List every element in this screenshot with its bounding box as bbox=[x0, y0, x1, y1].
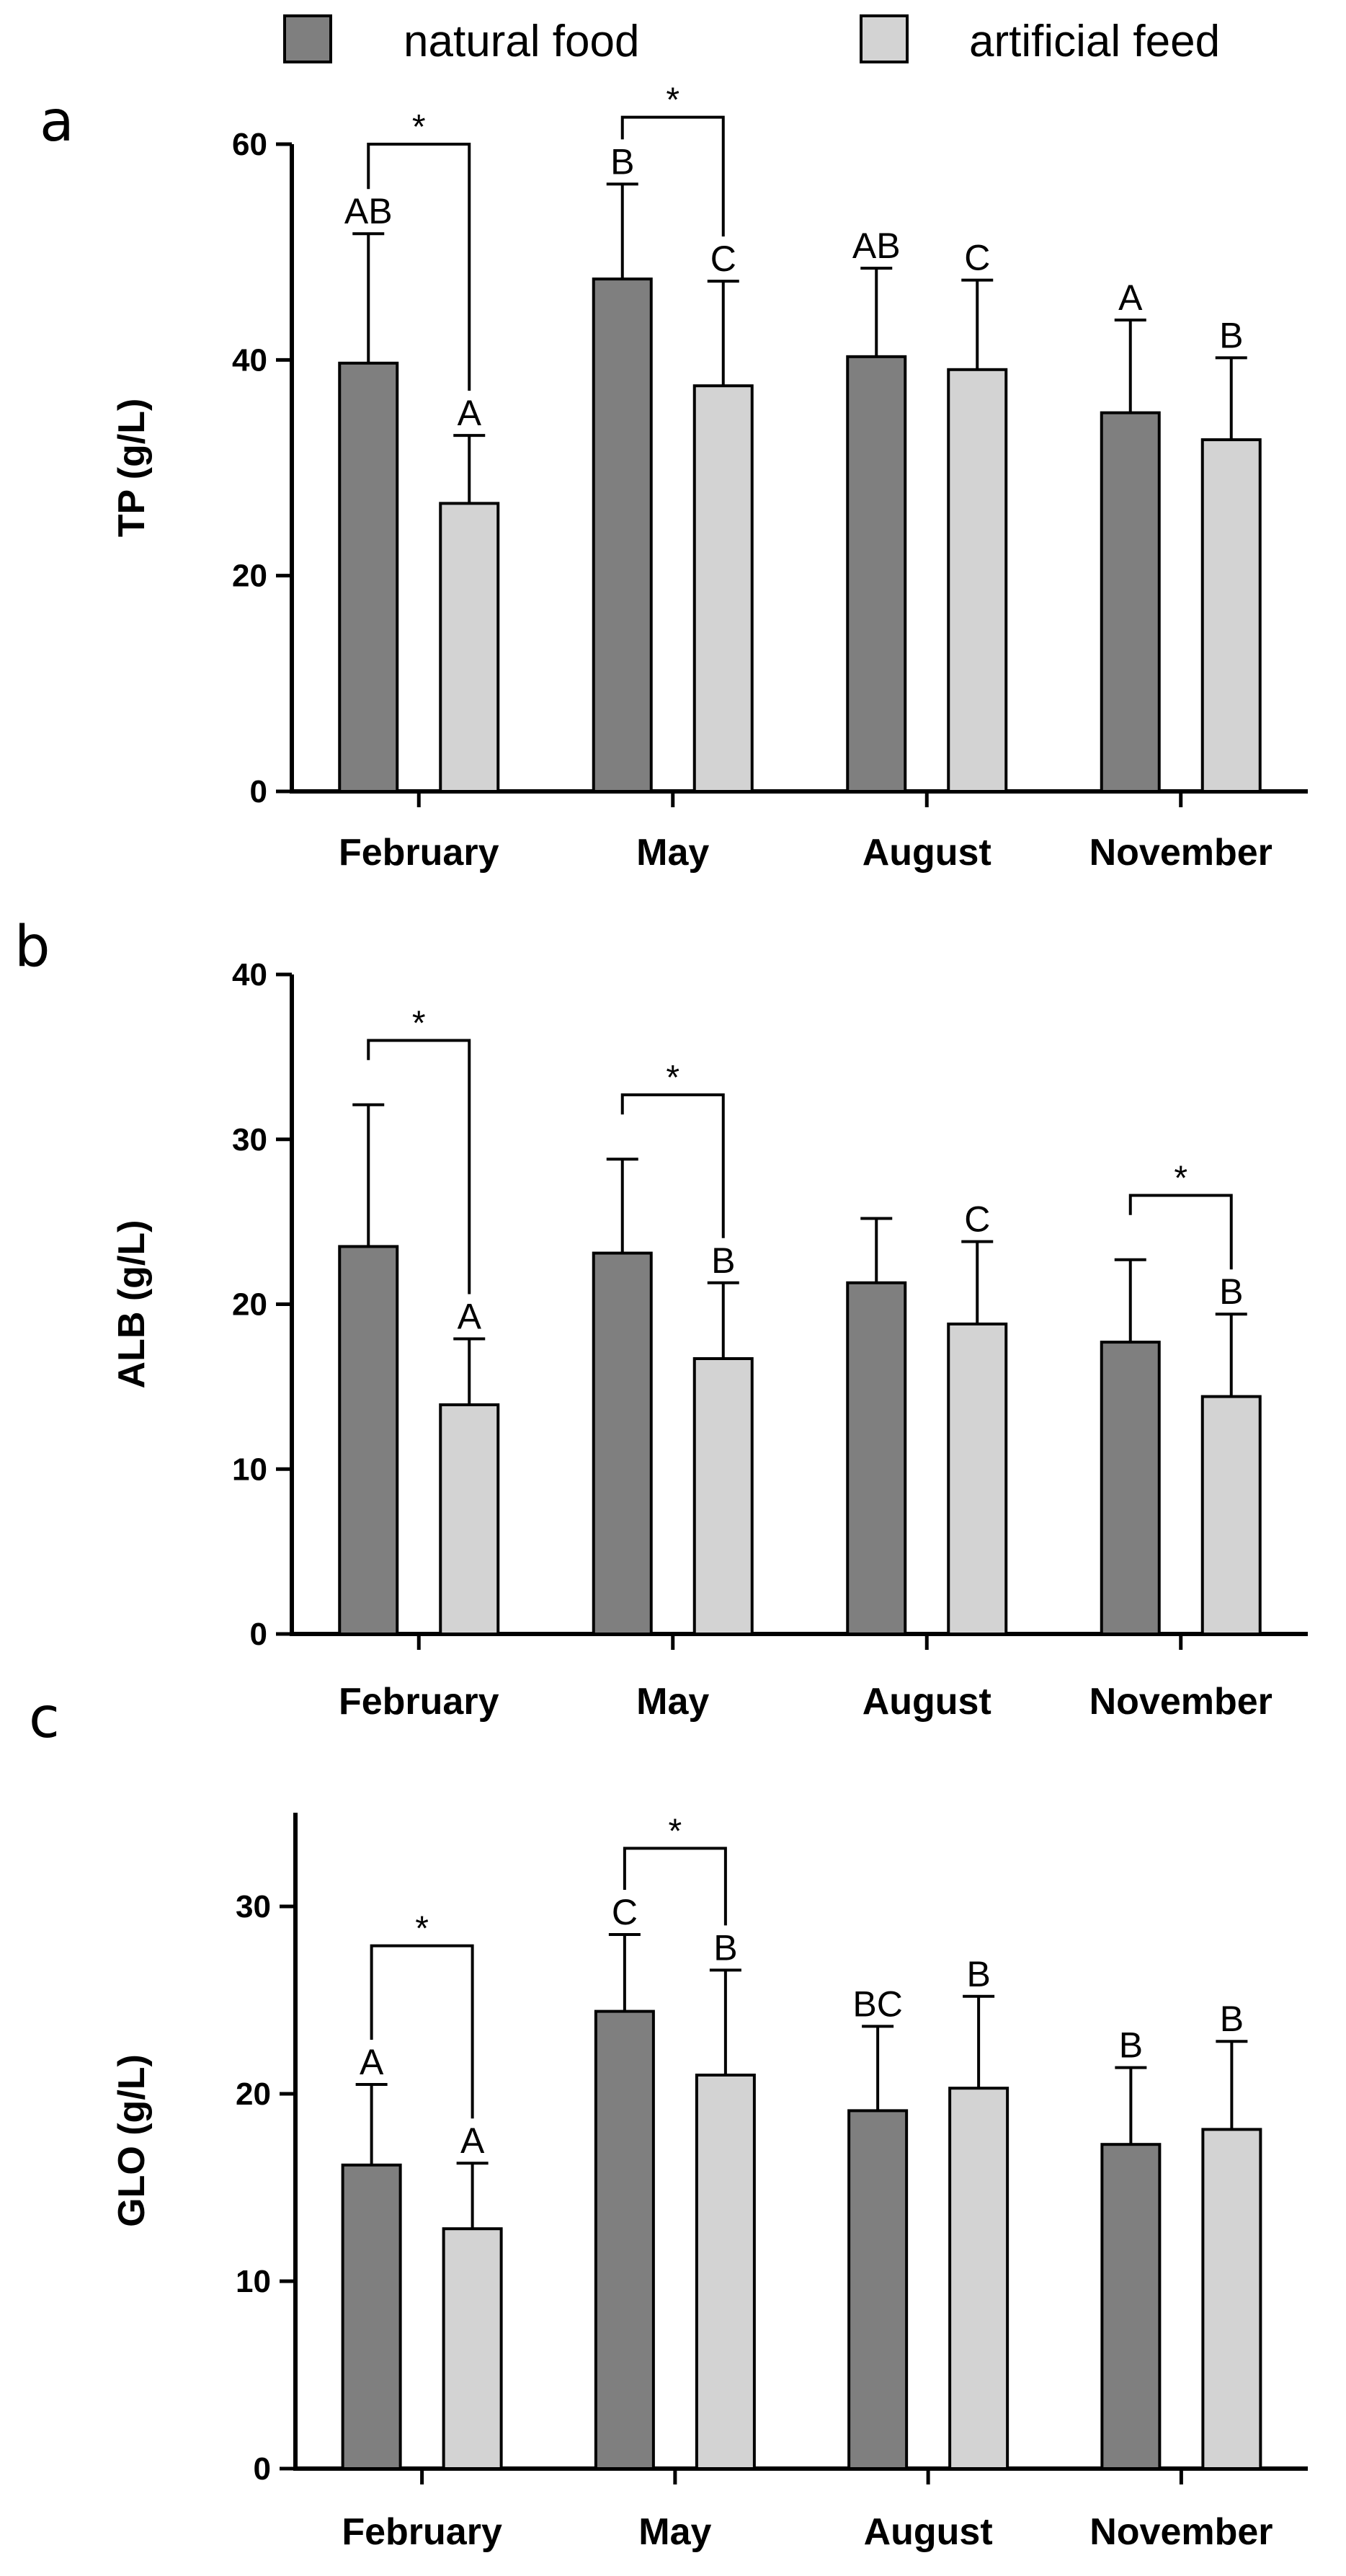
significance-letter: A bbox=[360, 2042, 384, 2082]
significance-letter: AB bbox=[344, 191, 393, 231]
significance-letter: BC bbox=[852, 1984, 902, 2024]
y-tick-label: 10 bbox=[232, 1452, 267, 1487]
bar-artificial-feed-november bbox=[1201, 2128, 1262, 2470]
bar-artificial-feed-february bbox=[442, 2227, 503, 2470]
bar-natural-food-august bbox=[846, 355, 907, 793]
bar-natural-food-february bbox=[341, 2163, 402, 2471]
x-tick-label-november: November bbox=[1089, 2511, 1273, 2553]
panel-label: c bbox=[29, 1686, 60, 1751]
significance-letter: B bbox=[1219, 315, 1243, 355]
x-tick-label-february: February bbox=[339, 832, 499, 874]
significance-letter: A bbox=[458, 393, 482, 433]
significance-letter: B bbox=[713, 1927, 737, 1968]
bar-natural-food-august bbox=[846, 1281, 907, 1635]
bar-artificial-feed-may bbox=[692, 1356, 754, 1636]
significance-letter: B bbox=[1119, 2025, 1143, 2066]
significance-star: * bbox=[412, 108, 426, 146]
significance-star: * bbox=[669, 1812, 682, 1850]
bar-natural-food-february bbox=[338, 361, 399, 794]
panel-b: b 0 10 20 30 40 February May August November ALB (… bbox=[14, 915, 1308, 1723]
significance-bracket bbox=[620, 1093, 725, 1238]
x-tick-label-may: May bbox=[636, 1681, 709, 1723]
y-tick-label: 0 bbox=[250, 1617, 267, 1652]
bar-natural-food-november bbox=[1100, 1341, 1161, 1636]
bar-natural-food-august bbox=[847, 2109, 909, 2470]
x-tick-label-november: November bbox=[1089, 1681, 1273, 1723]
bar-natural-food-february bbox=[338, 1245, 399, 1635]
legend-swatch-artificial-feed bbox=[860, 14, 909, 63]
significance-bracket bbox=[1128, 1194, 1233, 1270]
significance-letter: AB bbox=[852, 226, 901, 266]
x-tick-label-may: May bbox=[636, 832, 709, 874]
bar-artificial-feed-august bbox=[947, 368, 1008, 793]
x-tick-label-november: November bbox=[1089, 832, 1273, 874]
significance-letter: B bbox=[966, 1954, 990, 1994]
significance-bracket bbox=[623, 1847, 727, 1926]
bar-artificial-feed-february bbox=[439, 1403, 500, 1635]
panel-c: c 0 10 20 30 February May August November GLO (g/… bbox=[29, 1686, 1308, 2553]
significance-letter: B bbox=[1220, 1999, 1244, 2039]
x-tick-label-august: August bbox=[863, 1681, 991, 1723]
bar-artificial-feed-february bbox=[439, 502, 500, 793]
y-axis-title: GLO (g/L) bbox=[111, 2054, 153, 2227]
y-axis-title: ALB (g/L) bbox=[111, 1220, 153, 1389]
x-tick-label-february: February bbox=[339, 1681, 499, 1723]
panel-label: b bbox=[14, 915, 50, 980]
significance-letter: A bbox=[1118, 277, 1143, 318]
significance-star: * bbox=[1174, 1160, 1187, 1198]
bar-natural-food-may bbox=[592, 277, 653, 794]
panel-label: a bbox=[40, 89, 74, 154]
legend: natural food artificial feed bbox=[283, 14, 1220, 66]
y-tick-label: 20 bbox=[232, 559, 267, 594]
y-tick-label: 30 bbox=[232, 1122, 267, 1158]
bar-natural-food-may bbox=[592, 1251, 653, 1635]
y-tick-label: 20 bbox=[232, 1287, 267, 1323]
x-tick-label-august: August bbox=[864, 2511, 993, 2553]
bar-natural-food-november bbox=[1100, 2143, 1162, 2470]
significance-star: * bbox=[666, 81, 679, 120]
y-tick-label: 30 bbox=[236, 1889, 271, 1924]
significance-letter: B bbox=[610, 141, 634, 182]
x-tick-label-february: February bbox=[342, 2511, 502, 2553]
legend-swatch-natural-food bbox=[283, 14, 332, 63]
bar-artificial-feed-august bbox=[947, 1322, 1008, 1635]
x-tick-label-may: May bbox=[638, 2511, 711, 2553]
bar-artificial-feed-may bbox=[695, 2074, 756, 2470]
x-tick-label-august: August bbox=[863, 832, 991, 874]
significance-letter: C bbox=[964, 1199, 990, 1240]
y-tick-label: 60 bbox=[232, 127, 267, 162]
bar-artificial-feed-may bbox=[692, 384, 754, 793]
significance-star: * bbox=[415, 1910, 429, 1948]
significance-star: * bbox=[412, 1005, 426, 1043]
significance-letter: C bbox=[710, 239, 736, 279]
bar-artificial-feed-november bbox=[1200, 438, 1262, 793]
panel-a: a 0 20 40 60 February May August November TP (g/L… bbox=[40, 81, 1308, 874]
bar-artificial-feed-november bbox=[1200, 1395, 1262, 1635]
y-tick-label: 0 bbox=[254, 2451, 271, 2487]
y-tick-label: 0 bbox=[250, 774, 267, 809]
significance-letter: C bbox=[612, 1892, 638, 1932]
significance-letter: B bbox=[711, 1240, 735, 1281]
y-tick-label: 40 bbox=[232, 342, 267, 378]
significance-bracket bbox=[367, 143, 471, 391]
significance-letter: B bbox=[1219, 1271, 1243, 1312]
significance-letter: A bbox=[460, 2120, 485, 2161]
bar-artificial-feed-august bbox=[948, 2087, 1010, 2470]
significance-letter: C bbox=[964, 238, 990, 278]
y-axis-title: TP (g/L) bbox=[111, 399, 153, 538]
y-tick-label: 10 bbox=[236, 2264, 271, 2299]
bar-natural-food-may bbox=[594, 2009, 655, 2471]
significance-star: * bbox=[666, 1059, 679, 1097]
legend-label-natural-food: natural food bbox=[404, 17, 639, 66]
significance-bracket bbox=[620, 115, 725, 237]
y-tick-label: 20 bbox=[236, 2077, 271, 2112]
significance-bracket bbox=[370, 1944, 474, 2119]
significance-bracket bbox=[367, 1039, 471, 1294]
y-tick-label: 40 bbox=[232, 957, 267, 992]
significance-letter: A bbox=[458, 1297, 482, 1337]
bar-natural-food-november bbox=[1100, 411, 1161, 793]
legend-label-artificial-feed: artificial feed bbox=[969, 17, 1220, 66]
